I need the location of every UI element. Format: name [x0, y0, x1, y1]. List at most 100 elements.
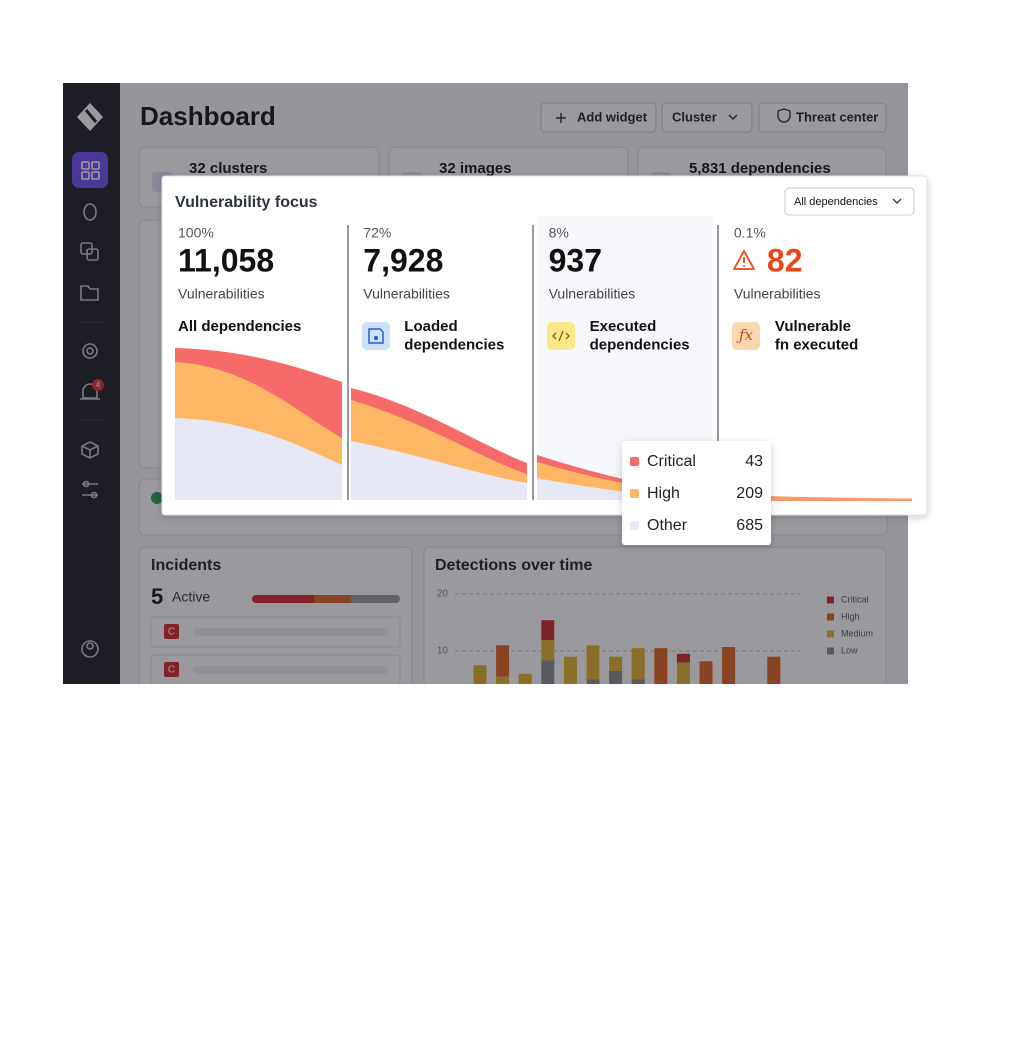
- tooltip: Critical 43 High 209 Other 685: [622, 441, 771, 545]
- percent: 0.1%: [734, 225, 766, 241]
- column-label: dependencies: [590, 336, 690, 353]
- incident-badge: [164, 624, 179, 639]
- bar-segment: [767, 656, 781, 684]
- bar-segment: [496, 676, 510, 684]
- tooltip-swatch: [630, 489, 639, 498]
- button-label: Cluster: [672, 109, 717, 124]
- percent: 100%: [178, 225, 214, 241]
- tooltip-name: High: [647, 485, 680, 502]
- bar-segment: [518, 673, 532, 684]
- badge-text: C: [168, 627, 175, 638]
- legend-swatch: [827, 647, 834, 655]
- bar-segment: [654, 648, 668, 684]
- add-widget-button[interactable]: [540, 102, 657, 133]
- count: 82: [767, 242, 803, 278]
- area-other: [175, 418, 342, 500]
- bar-segment: [541, 640, 555, 661]
- filter-dropdown[interactable]: [784, 187, 915, 216]
- detections-panel: [423, 546, 887, 684]
- column-label: fn executed: [775, 336, 858, 353]
- chevron: [892, 198, 902, 204]
- placeholder: [193, 628, 388, 636]
- legend-label: Low: [841, 645, 858, 655]
- bar-segment: [631, 679, 645, 684]
- button-label: Threat center: [796, 109, 878, 124]
- incident-bar: [252, 595, 318, 603]
- bar-segment: [474, 685, 487, 708]
- column-label: Vulnerable: [775, 318, 851, 335]
- incident-bar: [314, 595, 352, 603]
- legend-label: High: [841, 611, 860, 621]
- tooltip-value: 43: [745, 453, 763, 470]
- bar-segment: [586, 645, 600, 680]
- count: 7,928: [363, 242, 443, 278]
- unit: Vulnerabilities: [363, 286, 450, 302]
- panel-title: Detections over time: [435, 557, 592, 574]
- bar-segment: [699, 661, 713, 684]
- incident-status: Active: [172, 589, 210, 605]
- button-label: Add widget: [577, 109, 648, 124]
- bar-segment: [563, 656, 577, 684]
- bar-segment: [609, 656, 623, 671]
- stat-text: 32 images: [439, 160, 512, 177]
- chevron: [728, 114, 738, 121]
- bar-segment: [609, 670, 623, 684]
- column-label: Executed: [590, 318, 657, 335]
- percent: 72%: [363, 225, 391, 241]
- incident-bar: [350, 595, 400, 603]
- columns: 100%11,058 Vulnerabilities All dependencie…: [178, 225, 858, 354]
- tooltip-box: [622, 441, 771, 545]
- tooltip-swatch: [630, 457, 639, 466]
- nav-grid-icon: [81, 161, 100, 180]
- bar-segment: [541, 660, 555, 684]
- unit: Vulnerabilities: [734, 286, 821, 302]
- page-title: Dashboard: [140, 101, 276, 131]
- incident-badge: [164, 662, 179, 677]
- count: 937: [549, 242, 602, 278]
- warning-icon: [733, 250, 755, 270]
- bar-segment: [676, 662, 690, 684]
- function-icon: [732, 322, 760, 350]
- badge-text: C: [168, 665, 175, 676]
- vulnerability-card: Vulnerability focus All dependencies 100…: [161, 175, 928, 516]
- tooltip-swatch: [630, 521, 639, 530]
- bar-segment: [722, 647, 736, 684]
- bar-segment: [496, 645, 510, 677]
- shield-icon: [777, 108, 791, 123]
- area-other: [351, 441, 527, 500]
- bar-segment: [473, 665, 487, 684]
- percent: 8%: [549, 225, 569, 241]
- column-label: Loaded: [404, 318, 457, 335]
- bar-segment: [631, 648, 645, 680]
- tooltip-value: 685: [736, 517, 763, 534]
- bar-segment: [586, 679, 600, 684]
- nav-badge-text: 4: [96, 381, 101, 390]
- detections-chart: 10 20 Critical High Medium Low: [437, 589, 873, 708]
- incidents-panel: [138, 546, 413, 684]
- legend-swatch: [827, 596, 834, 604]
- bar-segment: [519, 685, 532, 708]
- threat-center-button[interactable]: [758, 102, 887, 133]
- legend-label: Critical: [841, 594, 869, 604]
- tooltip-value: 209: [736, 485, 763, 502]
- nav-divider: [78, 321, 102, 421]
- legend-swatch: [827, 613, 834, 621]
- tooltip-name: Other: [647, 517, 688, 534]
- column-label: All dependencies: [178, 318, 301, 335]
- bar-segment: [676, 653, 690, 663]
- y-tick-label: 20: [437, 589, 449, 600]
- placeholder: [193, 666, 388, 674]
- column-label: dependencies: [404, 336, 504, 353]
- nav-icons[interactable]: [80, 203, 100, 658]
- bar-segment: [496, 685, 509, 708]
- code-glyph: [552, 330, 570, 342]
- bar-segment: [541, 620, 555, 641]
- incident-count: 5: [151, 584, 163, 609]
- filter-label: All dependencies: [794, 196, 878, 208]
- card-title: Vulnerability focus: [175, 194, 318, 211]
- warning-dot: [743, 265, 745, 267]
- area-other: [537, 478, 713, 500]
- cluster-dropdown[interactable]: [661, 102, 753, 133]
